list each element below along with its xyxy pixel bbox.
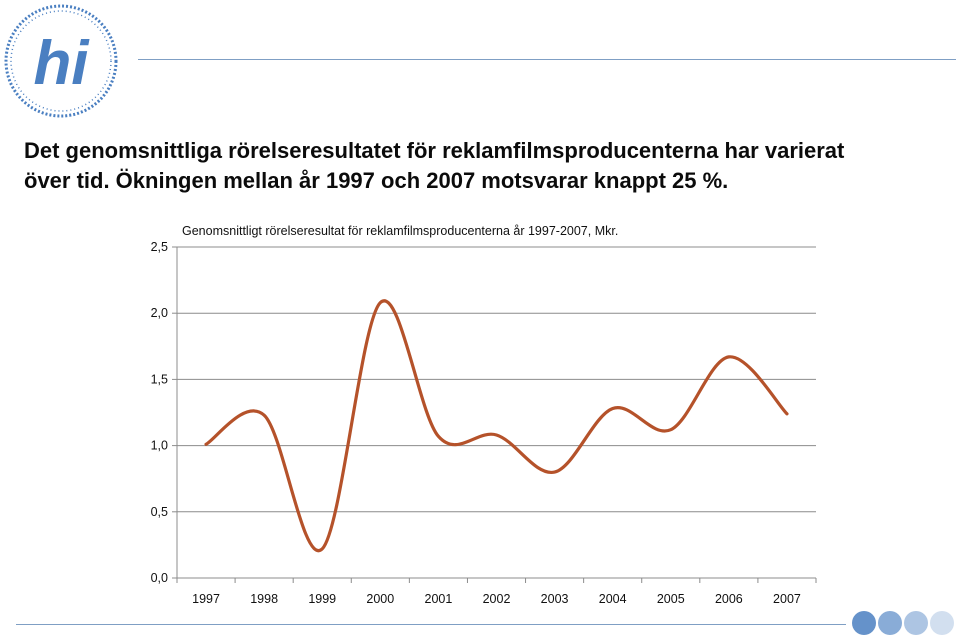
x-tick-label: 2003 (541, 592, 569, 606)
gridlines (177, 246, 816, 513)
header-divider (138, 59, 956, 60)
x-tick-label: 2000 (366, 592, 394, 606)
headline-line-2: över tid. Ökningen mellan år 1997 och 20… (24, 168, 729, 193)
hi-logo: hi (4, 4, 118, 118)
x-tick-label: 1997 (192, 592, 220, 606)
y-tick-label: 0,0 (151, 571, 168, 585)
y-tick-label: 1,5 (151, 372, 168, 386)
x-tick-label: 1999 (308, 592, 336, 606)
chart-title: Genomsnittligt rörelseresultat för rekla… (182, 224, 618, 238)
y-tick-label: 0,5 (151, 505, 168, 519)
y-tick-label: 2,5 (151, 240, 168, 254)
footer-divider (16, 624, 846, 625)
decorative-dots (852, 611, 954, 635)
x-tick-labels: 1997 1998 1999 2000 2001 2002 2003 2004 2005 2006… (192, 592, 801, 606)
y-tick-label: 1,0 (151, 439, 168, 453)
y-tick-label: 2,0 (151, 306, 168, 320)
x-tick-label: 1998 (250, 592, 278, 606)
headline-line-1: Det genomsnittliga rörelseresultatet för… (24, 138, 845, 163)
series-group (204, 299, 789, 553)
x-tick-label: 2004 (599, 592, 627, 606)
series-line (204, 299, 789, 553)
x-tick-label: 2001 (425, 592, 453, 606)
logo-text: hi (33, 29, 90, 98)
axes (172, 246, 817, 583)
x-tick-label: 2007 (773, 592, 801, 606)
y-tick-labels: 0,0 0,5 1,0 1,5 2,0 2,5 (151, 240, 168, 585)
x-tick-label: 2005 (657, 592, 685, 606)
slide-headline: Det genomsnittliga rörelseresultatet för… (24, 136, 924, 196)
x-tick-label: 2002 (483, 592, 511, 606)
x-tick-label: 2006 (715, 592, 743, 606)
